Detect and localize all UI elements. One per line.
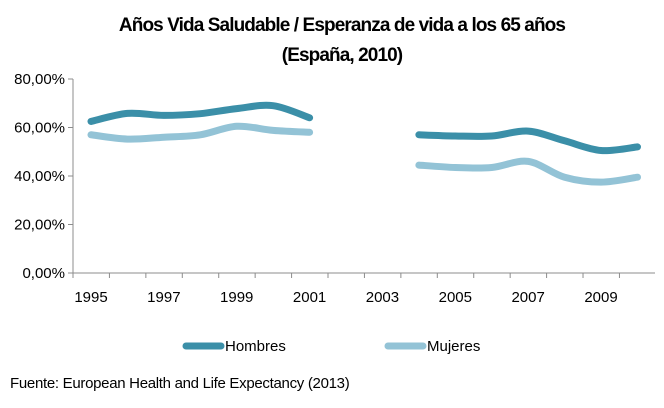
- x-axis: 1995 1997 1999 2001 2003 2005 2007 2009: [72, 272, 655, 306]
- x-tick-label: 2001: [293, 289, 326, 306]
- source-note: Fuente: European Health and Life Expecta…: [10, 375, 350, 392]
- y-tick-label: 20,00%: [14, 217, 65, 234]
- y-tick-label: 40,00%: [14, 168, 65, 185]
- x-tick-label: 2009: [584, 289, 617, 306]
- legend-label-hombres: Hombres: [225, 338, 286, 355]
- x-tick-label: 2003: [366, 289, 399, 306]
- y-tick-label: 80,00%: [14, 71, 65, 88]
- legend-label-mujeres: Mujeres: [427, 338, 480, 355]
- chart-title-line-2: (España, 2010): [282, 45, 403, 66]
- x-tick-label: 2007: [511, 289, 544, 306]
- y-tick-label: 60,00%: [14, 120, 65, 137]
- y-tick-label: 0,00%: [22, 265, 65, 282]
- plot-area: [87, 101, 641, 186]
- series-line-mujeres-segment-1: [87, 122, 314, 143]
- chart-title-line-1: Años Vida Saludable / Esperanza de vida …: [119, 15, 565, 36]
- y-axis: 0,00% 20,00% 40,00% 60,00% 80,00%: [14, 71, 74, 282]
- legend: Hombres Mujeres: [182, 338, 480, 355]
- x-tick-label: 1995: [74, 289, 107, 306]
- x-tick-label: 2005: [439, 289, 472, 306]
- x-tick-label: 1999: [220, 289, 253, 306]
- series-line-hombres-segment-2: [415, 127, 641, 155]
- series-line-mujeres-segment-2: [415, 157, 641, 186]
- x-tick-label: 1997: [147, 289, 180, 306]
- series-line-hombres-segment-1: [87, 101, 314, 125]
